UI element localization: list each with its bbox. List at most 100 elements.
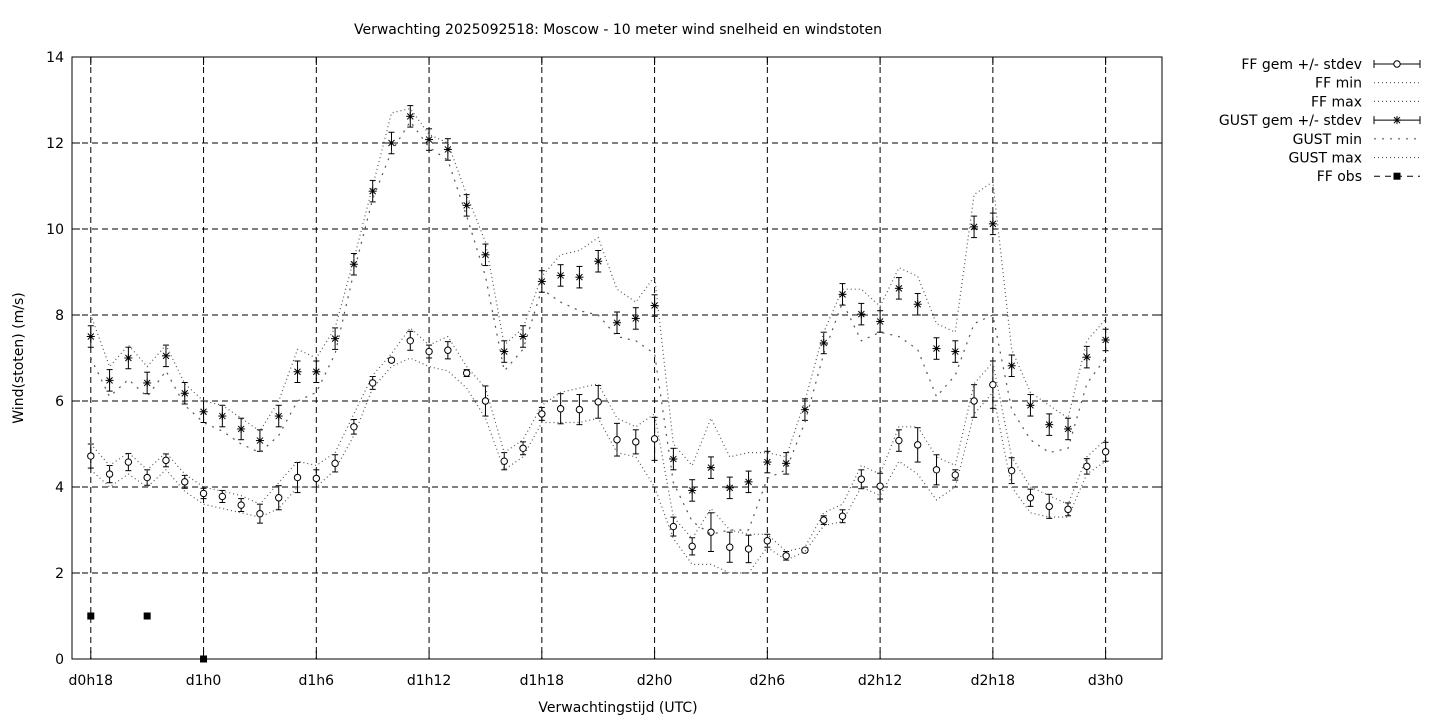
data-point — [706, 463, 715, 472]
data-point — [312, 367, 321, 376]
data-point — [857, 310, 866, 319]
data-point — [613, 318, 621, 327]
data-point — [876, 482, 884, 490]
data-point — [181, 478, 189, 486]
data-point — [838, 290, 847, 299]
data-point — [500, 347, 509, 356]
data-point — [519, 444, 527, 452]
data-point — [218, 492, 227, 501]
data-point — [199, 489, 208, 498]
series-ff-min — [90, 357, 1106, 574]
data-point — [425, 347, 433, 356]
data-point — [331, 334, 340, 343]
grid-lines — [72, 57, 1162, 659]
plot-frame — [71, 56, 1163, 660]
data-point — [87, 612, 95, 620]
legend-label: FF min — [1315, 76, 1362, 92]
series-ff-obs — [87, 612, 208, 663]
data-point — [913, 441, 922, 449]
data-point — [556, 405, 565, 413]
x-tick-label: d2h12 — [858, 673, 902, 689]
data-point — [951, 471, 959, 479]
data-point — [538, 410, 546, 418]
data-point — [669, 522, 678, 531]
data-point — [632, 438, 640, 446]
data-point — [87, 452, 95, 460]
data-point — [1045, 502, 1053, 511]
data-point — [725, 483, 734, 492]
y-tick-label: 14 — [46, 50, 64, 66]
x-tick-label: d1h12 — [407, 673, 451, 689]
data-point — [744, 545, 753, 553]
data-point — [763, 537, 772, 545]
data-point — [763, 458, 772, 467]
data-point — [970, 397, 978, 405]
legend-marker — [1393, 116, 1401, 125]
x-tick-label: d3h0 — [1088, 673, 1124, 689]
y-tick-label: 0 — [55, 652, 64, 668]
data-point — [387, 356, 396, 364]
y-tick-label: 4 — [55, 480, 64, 496]
legend-label: FF max — [1311, 94, 1362, 110]
data-point — [293, 473, 302, 482]
data-point — [331, 459, 339, 468]
y-tick-label: 8 — [55, 308, 64, 324]
data-point — [349, 260, 358, 269]
data-point — [312, 474, 321, 483]
data-point — [161, 351, 170, 360]
legend-label: GUST gem +/- stdev — [1219, 113, 1362, 129]
y-tick-label: 10 — [46, 222, 64, 238]
data-point — [519, 332, 528, 341]
data-point — [293, 367, 302, 376]
x-tick-label: d2h18 — [971, 673, 1015, 689]
data-point — [481, 250, 490, 259]
data-point — [688, 486, 697, 495]
data-point — [86, 332, 95, 341]
data-point — [801, 546, 809, 554]
data-point — [631, 314, 640, 323]
data-point — [1026, 494, 1035, 502]
data-point — [594, 398, 602, 406]
data-point — [237, 424, 246, 433]
data-point — [1045, 420, 1054, 429]
data-point — [462, 201, 471, 210]
data-point — [368, 187, 377, 196]
data-point — [274, 412, 283, 421]
chart-title: Verwachting 2025092518: Moscow - 10 mete… — [354, 22, 882, 38]
data-point — [387, 139, 396, 147]
legend-marker — [1393, 60, 1401, 68]
data-point — [726, 543, 734, 551]
data-point — [951, 347, 960, 356]
data-point — [556, 271, 565, 280]
data-point — [782, 552, 790, 560]
data-point — [143, 612, 151, 620]
x-axis-label: Verwachtingstijd (UTC) — [538, 700, 697, 716]
x-tick-label: d1h0 — [186, 673, 222, 689]
data-point — [1007, 361, 1016, 370]
legend-label: GUST min — [1293, 132, 1362, 148]
data-point — [406, 337, 414, 345]
data-point — [1064, 505, 1072, 514]
data-point — [462, 369, 471, 377]
series-line — [90, 107, 1107, 467]
y-tick-label: 2 — [55, 566, 64, 582]
data-point — [688, 542, 696, 551]
series-line — [90, 120, 1107, 535]
series-gust-max — [90, 107, 1107, 467]
x-tick-label: d2h6 — [750, 673, 786, 689]
data-point — [143, 378, 152, 387]
data-point — [575, 273, 584, 282]
data-point — [613, 436, 621, 444]
data-point — [575, 405, 584, 414]
data-point — [1064, 424, 1073, 433]
series-layer — [86, 105, 1110, 663]
data-point — [105, 470, 114, 478]
data-point — [218, 412, 227, 421]
x-tick-label: d0h18 — [69, 673, 113, 689]
series-ff-max — [90, 327, 1107, 553]
data-point — [124, 458, 133, 466]
y-tick-label: 6 — [55, 394, 64, 410]
series-gust-gem-stdev — [86, 105, 1110, 502]
data-point — [237, 501, 245, 509]
data-point — [255, 436, 264, 445]
